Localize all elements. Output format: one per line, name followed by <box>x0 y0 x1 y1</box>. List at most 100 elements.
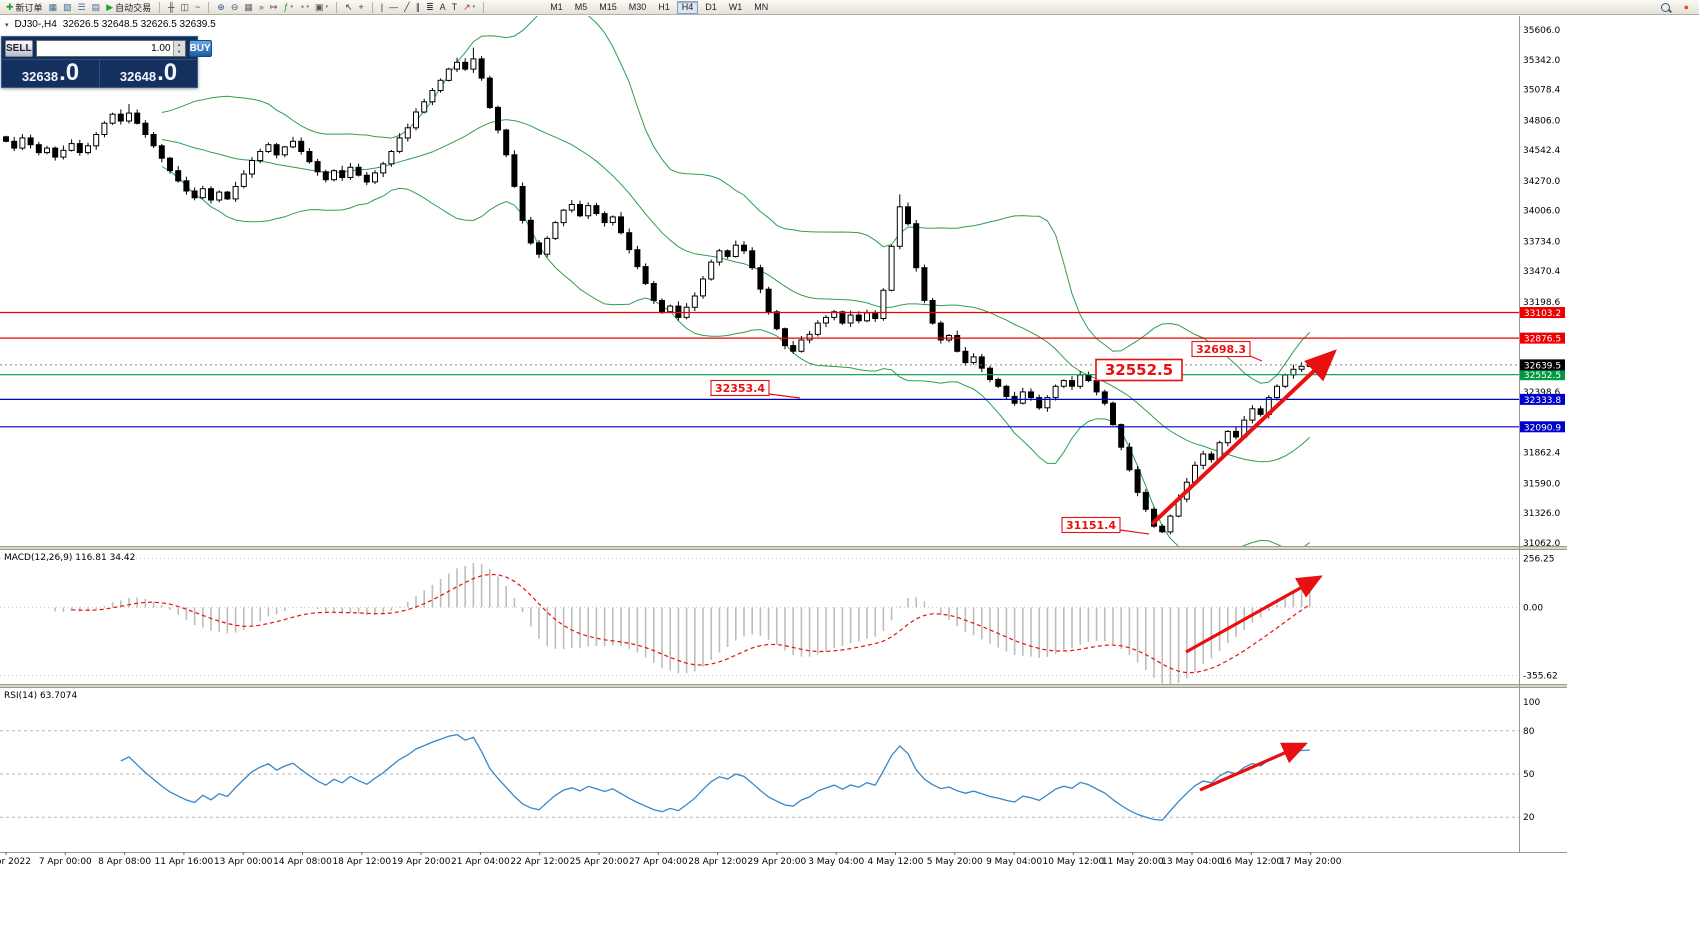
chart-shift-icon: ↦ <box>269 1 278 12</box>
channel-icon: ∥ <box>415 1 421 12</box>
autotrading-button[interactable]: ▶ 自动交易 <box>104 1 153 14</box>
timeframe-h1[interactable]: H1 <box>653 1 675 14</box>
trend-arrow[interactable] <box>1150 349 1337 526</box>
macd-histogram <box>54 563 1311 684</box>
text-button[interactable]: A <box>438 1 448 14</box>
sell-button[interactable]: SELL <box>5 40 33 57</box>
volume-down-button[interactable]: ▼ <box>173 48 185 56</box>
chart-windows-icon[interactable]: ▦ <box>47 1 60 14</box>
time-axis-label: 8 Apr 08:00 <box>98 857 151 867</box>
panel-separator[interactable] <box>0 546 1567 550</box>
crosshair-button[interactable]: + <box>357 1 366 14</box>
search-button[interactable] <box>1658 1 1675 14</box>
channel-button[interactable]: ∥ <box>414 1 423 14</box>
shapes-button[interactable]: ↗ ▾ <box>461 1 477 14</box>
rsi-axis-tick: 50 <box>1523 770 1535 780</box>
buy-price[interactable]: 32648 .0 <box>99 60 197 87</box>
buy-button[interactable]: BUY <box>188 40 212 57</box>
magnifier-icon <box>1660 2 1670 12</box>
zoom-out-icon: ⊖ <box>230 1 239 12</box>
profiles-icon[interactable]: ▧ <box>61 1 74 14</box>
price-axis-tick: 31062.0 <box>1523 539 1560 549</box>
price-callout-text: 32698.3 <box>1196 343 1246 356</box>
horizontal-line-icon: ― <box>389 1 399 12</box>
templates-button[interactable]: ▣ ▾ <box>313 1 330 14</box>
timeframe-m1[interactable]: M1 <box>545 1 568 14</box>
price-axis-tick: 34806.0 <box>1523 116 1560 126</box>
timeframe-w1[interactable]: W1 <box>724 1 748 14</box>
one-click-trading-panel: SELL ▲ ▼ BUY 32638 .0 32648 .0 <box>1 36 212 88</box>
chart-shift-button[interactable]: ↦ <box>268 1 280 14</box>
connection-status-icon[interactable]: ● <box>1682 1 1691 14</box>
macd-plot[interactable] <box>54 563 1311 684</box>
main-plot[interactable] <box>3 7 1313 555</box>
time-axis-label: 29 Apr 20:00 <box>748 857 807 867</box>
candlestick-chart-icon-icon: ◫ <box>180 1 190 12</box>
vertical-line-button[interactable]: | <box>379 1 385 14</box>
trend-arrow[interactable] <box>1185 575 1323 654</box>
label-button[interactable]: T <box>450 1 460 14</box>
trendline-button[interactable]: ╱ <box>402 1 411 14</box>
toolbar-separator <box>159 1 161 13</box>
timeframe-m30[interactable]: M30 <box>624 1 652 14</box>
line-chart-icon[interactable]: ~ <box>193 1 202 14</box>
timeframe-h4[interactable]: H4 <box>676 0 699 14</box>
macd-label: MACD(12,26,9) 116.81 34.42 <box>4 553 135 563</box>
indicators-button[interactable]: ƒ ▾ <box>281 1 295 14</box>
new-order-button-label: 新订单 <box>15 2 43 13</box>
ohlc-bars-icon[interactable]: ╫ <box>166 1 176 14</box>
cursor-button[interactable]: ↖ <box>343 1 355 14</box>
timeframe-mn[interactable]: MN <box>749 1 773 14</box>
horizontal-line-button[interactable]: ― <box>387 1 400 14</box>
periods-button[interactable]: ◔ ▾ <box>297 1 311 14</box>
time-axis-label: 13 May 04:00 <box>1161 857 1223 867</box>
chevron-down-icon: ▾ <box>325 4 328 10</box>
time-axis-label: 22 Apr 12:00 <box>510 857 569 867</box>
tile-windows-icon-icon: ▦ <box>244 1 253 12</box>
volume-up-button[interactable]: ▲ <box>173 41 185 49</box>
timeframe-d1[interactable]: D1 <box>700 1 722 14</box>
sell-price-int: 32638 <box>21 69 59 84</box>
sell-price[interactable]: 32638 .0 <box>2 60 99 87</box>
price-axis-tick: 31590.0 <box>1523 479 1560 489</box>
time-axis-label: 18 Apr 12:00 <box>332 857 391 867</box>
auto-scroll-button[interactable]: » <box>257 1 266 14</box>
cursor-icon: ↖ <box>344 1 353 12</box>
timeframe-m15[interactable]: M15 <box>594 1 622 14</box>
price-axis-tick: 31862.4 <box>1523 449 1560 459</box>
panel-separator[interactable] <box>0 684 1567 688</box>
trend-arrow[interactable] <box>1199 742 1308 792</box>
chevron-down-icon: ▾ <box>306 4 309 10</box>
price-axis-tick: 33734.0 <box>1523 237 1560 247</box>
zoom-in-button[interactable]: ⊕ <box>215 1 227 14</box>
volume-input[interactable] <box>36 41 173 56</box>
axis-price-badge-label: 33103.2 <box>1524 309 1561 319</box>
time-axis-label: 28 Apr 12:00 <box>688 857 747 867</box>
fibonacci-button[interactable]: ≣ <box>424 1 436 14</box>
sell-price-dec: .0 <box>59 59 80 86</box>
one-click-collapse-icon[interactable]: ▾ <box>5 21 9 29</box>
profiles-icon-icon: ▧ <box>63 1 72 12</box>
time-axis-label: 10 May 12:00 <box>1043 857 1105 867</box>
auto-scroll-icon: » <box>258 1 264 12</box>
price-callout-text: 32552.5 <box>1105 361 1173 379</box>
rsi-plot[interactable] <box>120 733 1310 821</box>
price-callout[interactable]: 32552.5 <box>1095 358 1183 382</box>
price-callout[interactable]: 32698.3 <box>1191 340 1263 362</box>
new-order-button[interactable]: ✚ 新订单 <box>4 1 45 14</box>
zoom-out-button[interactable]: ⊖ <box>229 1 241 14</box>
axis-price-badge-label: 32639.5 <box>1524 361 1561 371</box>
candlesticks <box>3 47 1313 535</box>
price-callout[interactable]: 32353.4 <box>710 379 801 399</box>
autotrading-icon: ▶ <box>106 1 114 12</box>
candlestick-chart-icon[interactable]: ◫ <box>179 1 192 14</box>
price-callout[interactable]: 31151.4 <box>1061 516 1150 535</box>
market-watch-icon[interactable]: ☰ <box>76 1 88 14</box>
navigator-icon-icon: ▤ <box>91 1 101 12</box>
trendline-icon: ╱ <box>404 1 410 12</box>
timeframe-m5[interactable]: M5 <box>570 1 593 14</box>
toolbar-separator <box>335 1 337 13</box>
tile-windows-icon[interactable]: ▦ <box>242 1 255 14</box>
navigator-icon[interactable]: ▤ <box>90 1 103 14</box>
